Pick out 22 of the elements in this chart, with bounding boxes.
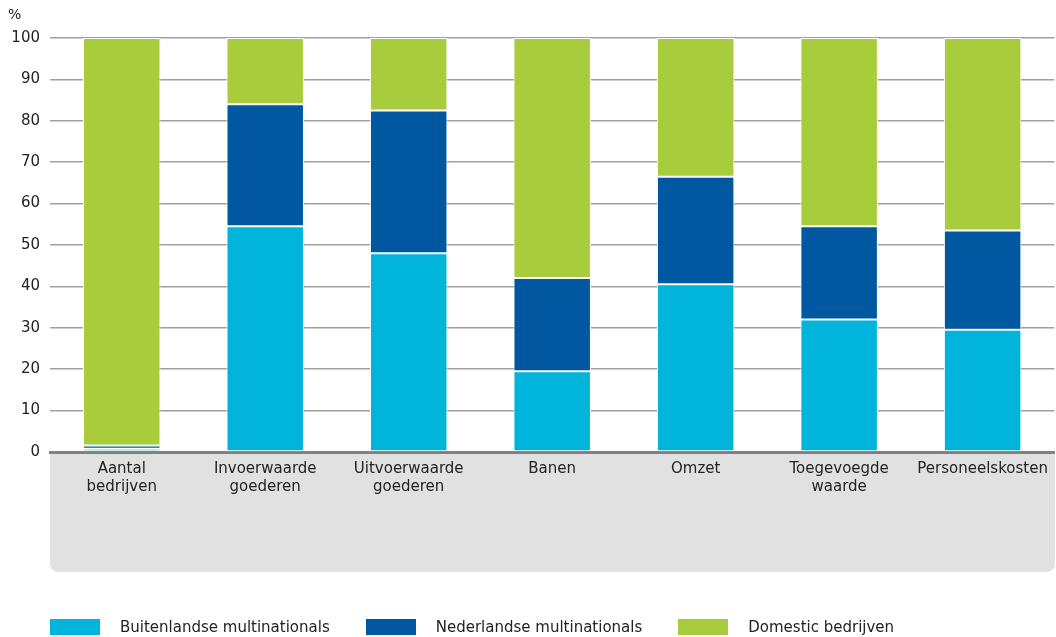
- y-tick-label: 80: [20, 110, 40, 129]
- y-tick-label: 40: [20, 276, 40, 295]
- y-tick-label: 90: [20, 69, 40, 88]
- legend-label: Buitenlandse multinationals: [120, 618, 330, 636]
- x-tick-label: Banen: [528, 458, 577, 477]
- x-tick-label: Aantal bedrijven: [86, 458, 157, 495]
- y-tick-label: 70: [20, 152, 40, 171]
- x-tick-label: Omzet: [670, 458, 721, 477]
- legend-label: Domestic bedrijven: [748, 618, 895, 636]
- y-tick-label: 100: [11, 27, 40, 46]
- y-tick-label: 60: [20, 193, 40, 212]
- y-axis-title: %: [8, 6, 22, 22]
- y-tick-label: 10: [20, 400, 40, 419]
- y-tick-label: 20: [20, 359, 40, 378]
- x-tick-label: Personeelskosten: [917, 458, 1048, 477]
- y-tick-label: 0: [30, 441, 40, 460]
- x-tick-label: Invoerwaarde goederen: [213, 458, 317, 495]
- legend-label: Nederlandse multinationals: [435, 618, 643, 636]
- x-tick-label: Toegevoegde waarde: [788, 458, 889, 495]
- y-tick-label: 50: [20, 234, 40, 253]
- x-tick-label: Uitvoerwaarde goederen: [353, 458, 464, 495]
- y-tick-label: 30: [20, 317, 40, 336]
